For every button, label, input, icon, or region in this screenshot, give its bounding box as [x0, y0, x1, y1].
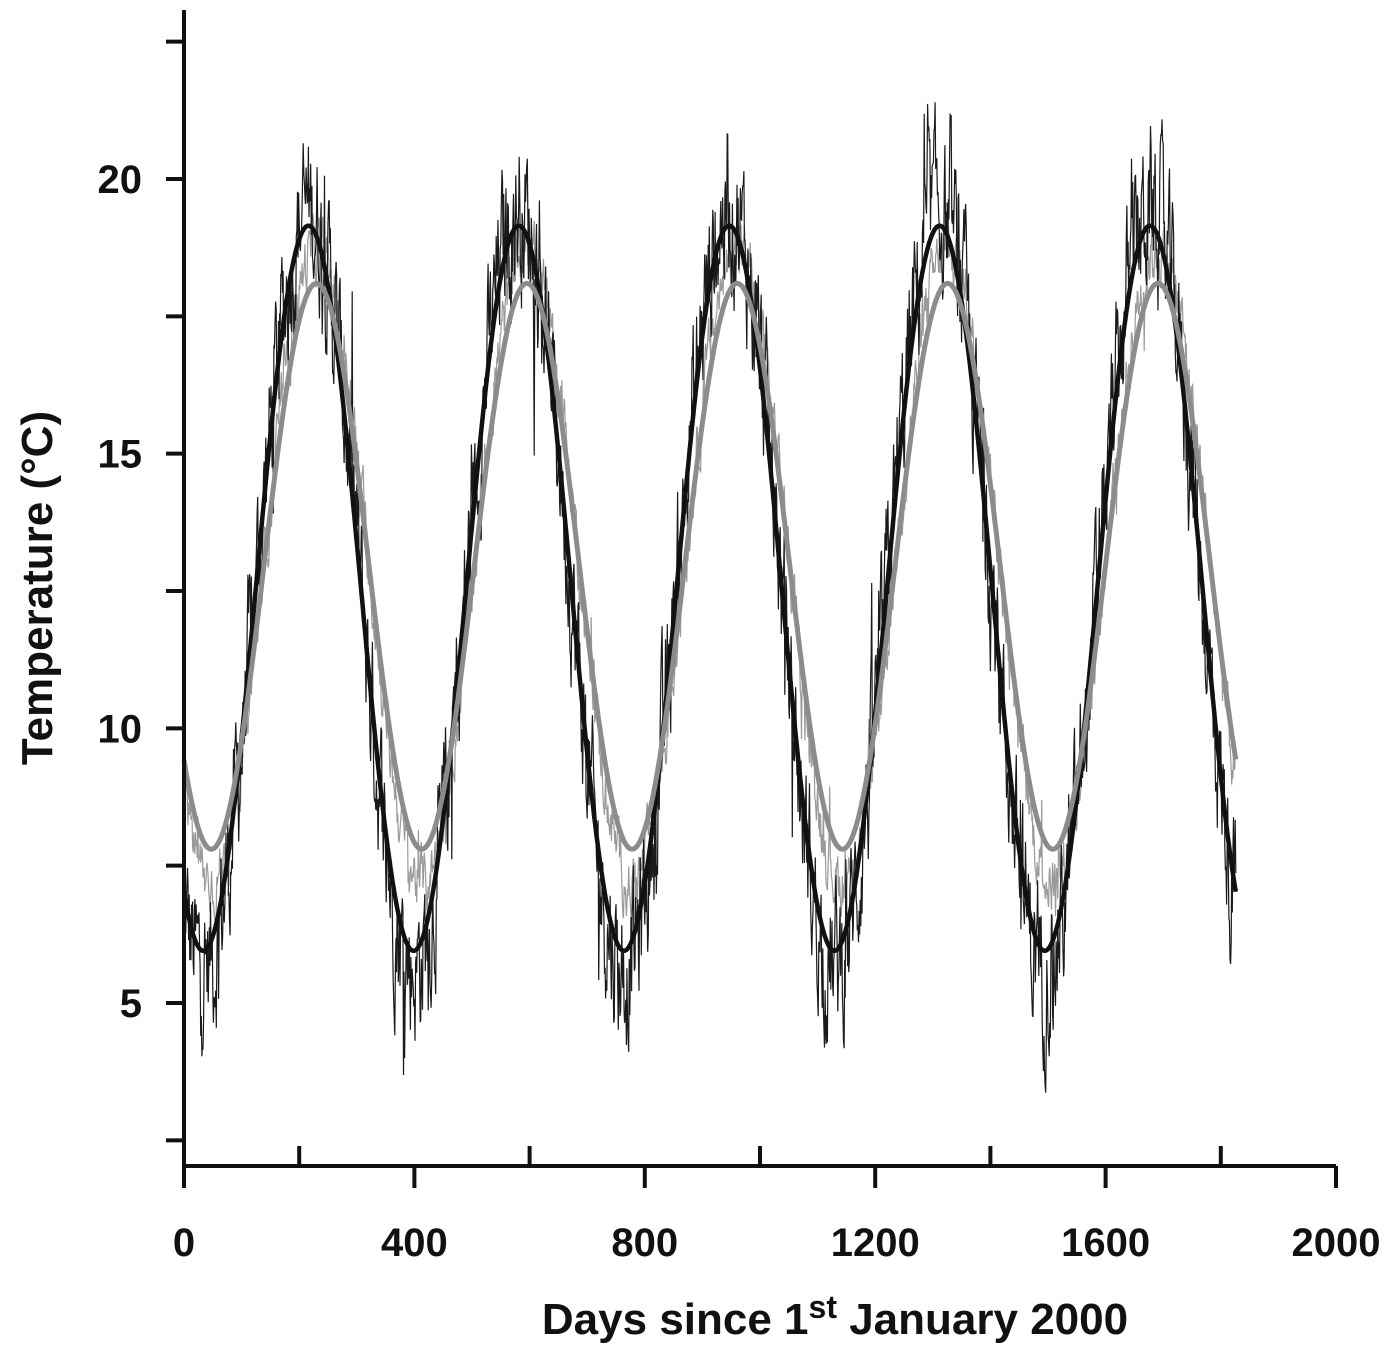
x-tick-label: 400: [381, 1221, 448, 1265]
y-tick-label: 20: [98, 158, 143, 202]
y-axis-ticks: 5 10 15 20: [98, 39, 184, 1143]
x-axis-title: Days since 1st January 2000: [542, 1289, 1128, 1344]
fitted-series-black-line: [181, 223, 1239, 954]
y-tick-label: 5: [120, 982, 142, 1026]
x-tick-label: 2000: [1292, 1221, 1381, 1265]
y-axis-title: Temperature (°C): [13, 411, 62, 765]
x-axis-title-main: Days since 1: [542, 1295, 809, 1344]
observed-series-black-line: [183, 102, 1237, 1093]
plot-area: [181, 102, 1239, 1093]
x-axis-ticks: 0 400 800 1200 1600 2000: [173, 1146, 1381, 1265]
x-axis-title-rest: January 2000: [837, 1295, 1128, 1344]
y-tick-label: 15: [98, 433, 143, 477]
x-tick-label: 800: [611, 1221, 678, 1265]
y-tick-label: 10: [98, 707, 143, 751]
x-tick-label: 0: [173, 1221, 195, 1265]
axes: 5 10 15 20 0 400 800 1200 1600 2000: [98, 10, 1381, 1265]
x-tick-label: 1600: [1061, 1221, 1150, 1265]
x-axis-title-superscript: st: [809, 1289, 838, 1325]
x-tick-label: 1200: [831, 1221, 920, 1265]
fitted-series-grey-line: [181, 280, 1239, 852]
